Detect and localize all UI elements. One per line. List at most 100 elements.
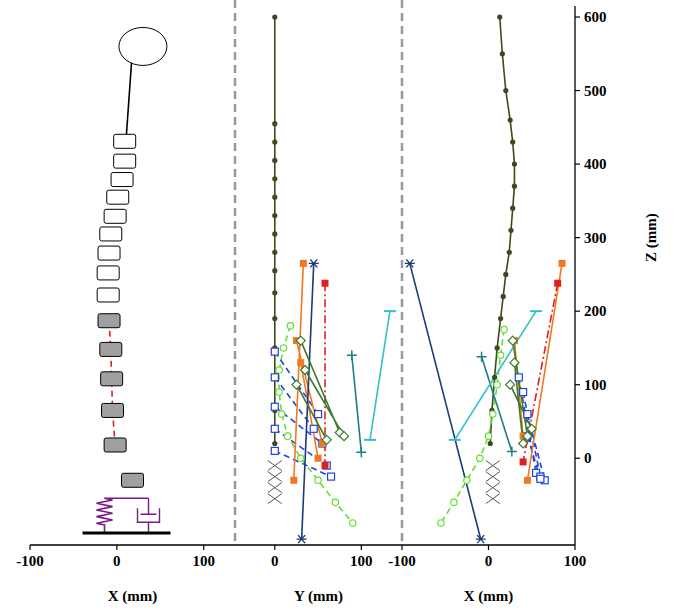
data-point	[501, 294, 506, 299]
data-point	[451, 499, 457, 505]
y-tick	[575, 384, 580, 385]
x-tick-label: 100	[564, 553, 587, 569]
data-point	[272, 231, 277, 236]
y-tick	[575, 237, 580, 238]
data-point	[268, 472, 282, 482]
data-point	[272, 121, 277, 126]
data-point	[272, 139, 277, 144]
data-point	[309, 259, 319, 267]
data-point	[268, 461, 282, 471]
data-point	[486, 472, 500, 482]
series-line	[441, 330, 504, 523]
data-point	[477, 455, 483, 461]
series-line	[294, 263, 323, 480]
x-tick	[488, 545, 489, 550]
data-point	[328, 473, 335, 480]
series-line	[275, 352, 331, 477]
series-line	[352, 355, 362, 452]
ground	[83, 532, 171, 535]
data-point	[268, 494, 282, 504]
data-point	[520, 458, 527, 465]
data-point	[554, 280, 561, 287]
data-point	[279, 411, 285, 417]
x-tick-label: 0	[271, 553, 279, 569]
data-point	[485, 433, 491, 439]
vertebra	[104, 209, 126, 223]
data-point	[501, 326, 507, 332]
data-point	[464, 477, 470, 483]
x-axis	[235, 544, 402, 545]
data-point	[298, 455, 304, 461]
x-tick-label: 0	[485, 553, 493, 569]
plot-area	[97, 27, 167, 487]
data-point	[510, 139, 515, 144]
data-point	[300, 260, 307, 267]
data-point	[508, 228, 513, 233]
x-tick-label: 100	[350, 553, 373, 569]
x-tick-label: 100	[192, 553, 215, 569]
series-line	[523, 283, 558, 462]
data-point	[272, 195, 277, 200]
data-point	[512, 161, 517, 166]
x-axis-title: X (mm)	[464, 588, 514, 605]
data-point	[272, 290, 277, 295]
data-point	[271, 403, 278, 410]
data-point	[271, 425, 278, 432]
y-tick-label: 400	[584, 156, 607, 172]
data-point	[503, 88, 508, 93]
data-point	[301, 365, 310, 374]
data-point	[349, 520, 355, 526]
data-point	[519, 439, 528, 448]
y-tick-label: 300	[584, 230, 607, 246]
series-line	[370, 311, 390, 440]
data-point	[477, 352, 487, 362]
data-point	[268, 483, 282, 493]
x-axis-title: X (mm)	[108, 588, 158, 605]
vertebra	[102, 403, 124, 417]
data-point	[500, 51, 505, 56]
vertebra	[114, 134, 136, 148]
data-point	[507, 250, 512, 255]
y-tick-label: 0	[584, 450, 592, 466]
x-tick	[29, 545, 30, 550]
data-point	[272, 250, 277, 255]
data-point	[492, 375, 497, 380]
data-point	[276, 389, 282, 395]
x-axis-title: Y (mm)	[294, 588, 343, 605]
y-axis	[574, 6, 575, 545]
data-point	[272, 14, 277, 19]
series-line	[514, 263, 562, 480]
vertebra	[100, 342, 122, 356]
data-point	[503, 272, 508, 277]
figure: -1000100X (mm)0100Y (mm)-1000100X (mm)01…	[0, 0, 674, 616]
vertebra	[114, 154, 136, 168]
data-point	[285, 433, 291, 439]
vertebra	[107, 190, 129, 204]
vertebra	[111, 173, 133, 187]
data-point	[356, 447, 366, 457]
data-point	[271, 374, 278, 381]
data-point	[486, 461, 500, 471]
vertebra	[100, 227, 122, 241]
data-point	[271, 348, 278, 355]
series-line	[482, 357, 512, 452]
data-point	[524, 411, 531, 418]
data-point	[527, 424, 536, 433]
data-point	[272, 316, 277, 321]
head	[119, 27, 167, 65]
data-point	[559, 260, 566, 267]
data-point	[321, 280, 328, 287]
base-link	[105, 498, 149, 499]
vertebra	[101, 372, 123, 386]
y-tick	[575, 311, 580, 312]
y-tick	[575, 16, 580, 17]
data-point	[495, 345, 500, 350]
data-point	[512, 184, 517, 189]
vertebra	[98, 246, 120, 260]
data-point	[510, 206, 515, 211]
plot-area	[268, 14, 396, 543]
data-point	[321, 462, 328, 469]
y-tick	[575, 90, 580, 91]
vertebra	[122, 473, 144, 487]
series-line	[126, 61, 131, 135]
